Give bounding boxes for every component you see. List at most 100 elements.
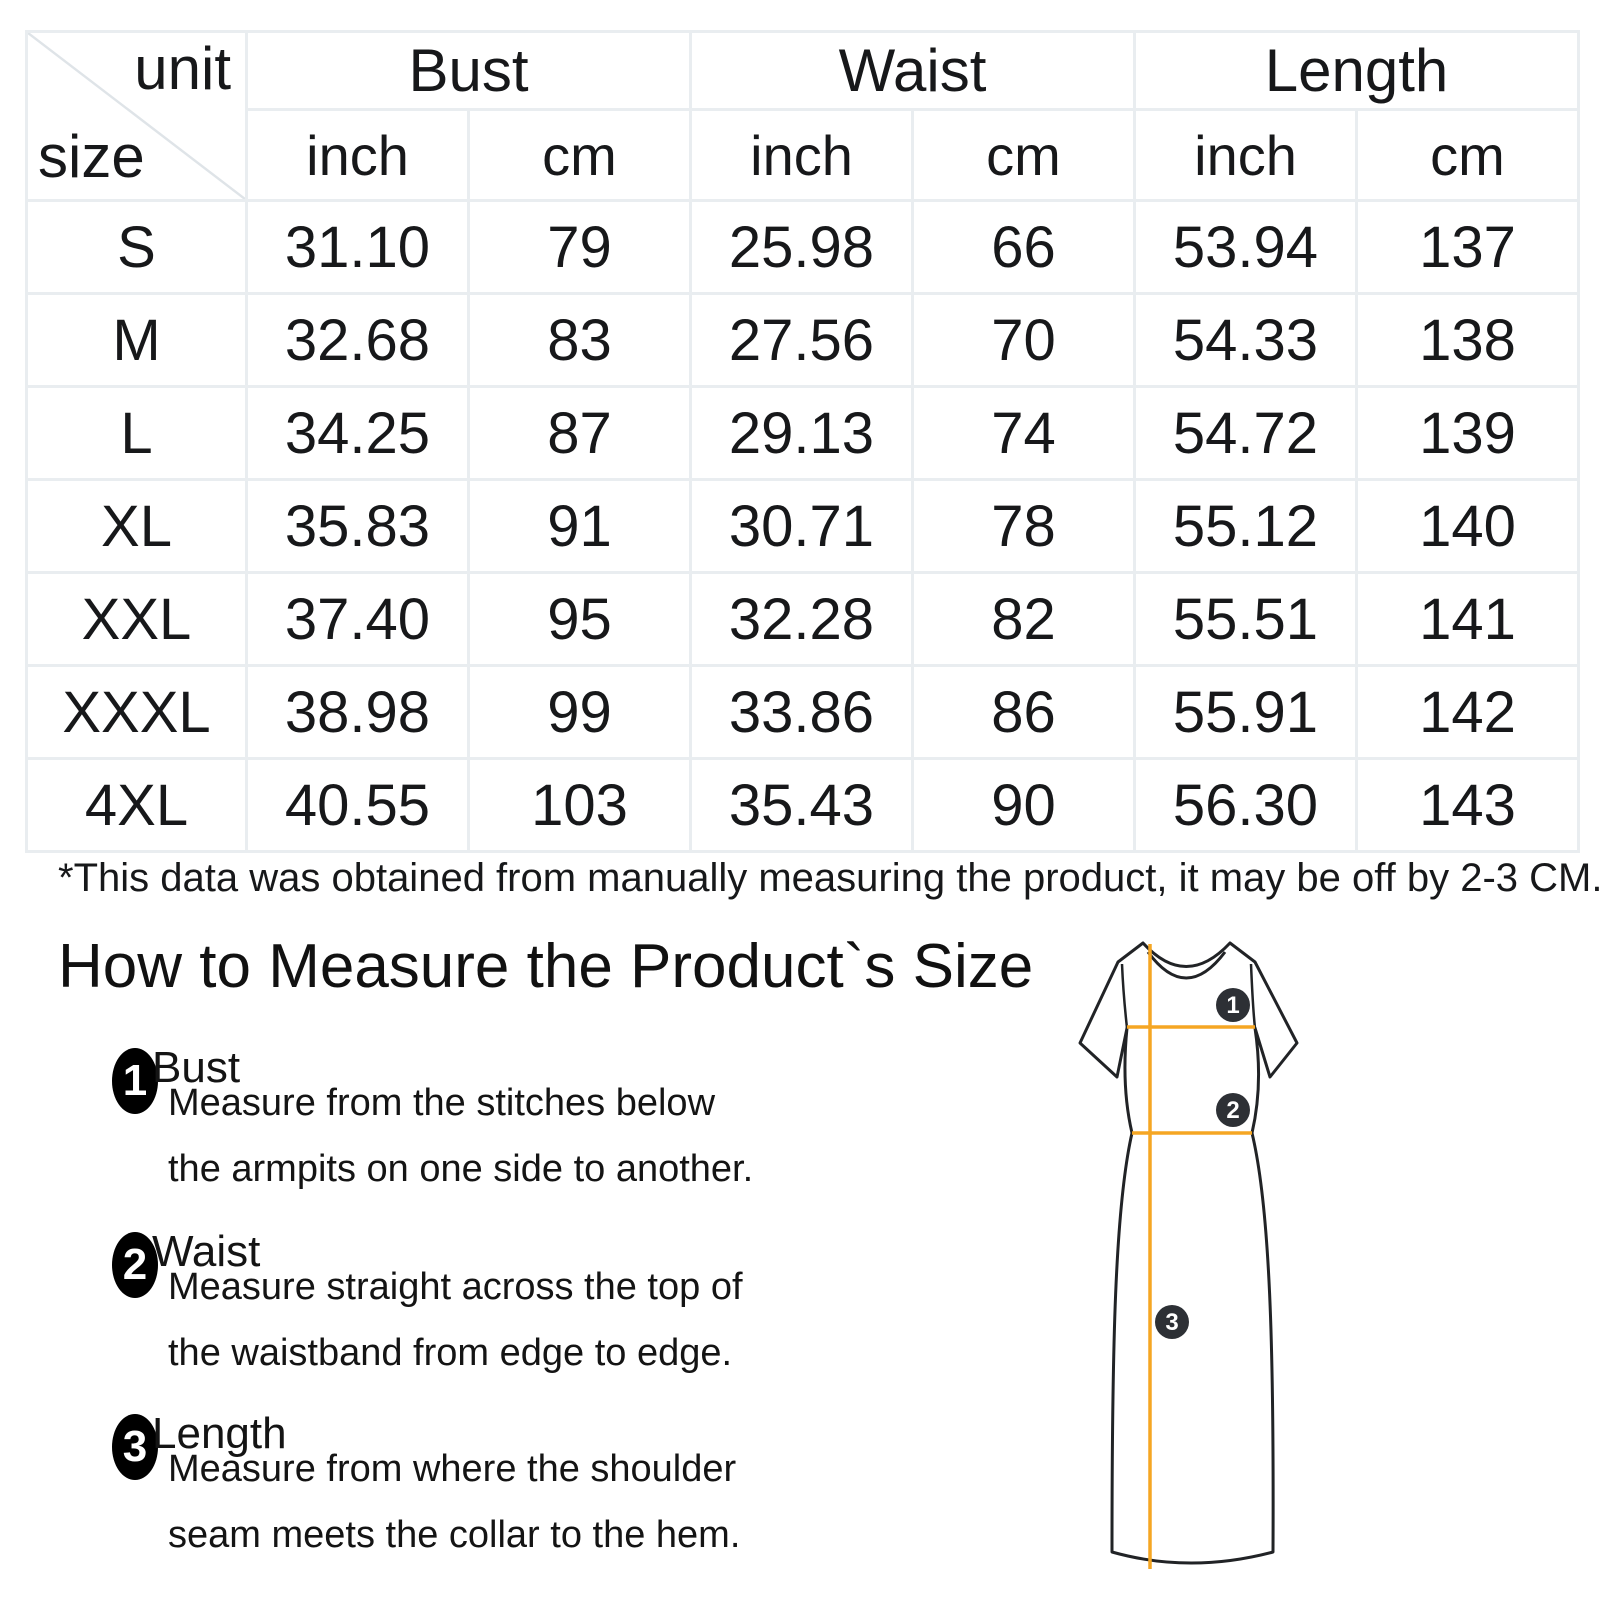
value-cell: 66 <box>911 199 1136 295</box>
value-cell: 31.10 <box>245 199 470 295</box>
value-cell: 79 <box>467 199 692 295</box>
measure-step-length: 3 Length Measure from where the shoulder… <box>112 1400 932 1570</box>
unit-header-length-inch: inch <box>1133 108 1358 202</box>
step-number-badge: 2 <box>112 1232 158 1298</box>
unit-header-waist-cm: cm <box>911 108 1136 202</box>
value-cell: 38.98 <box>245 664 470 760</box>
value-cell: 90 <box>911 757 1136 853</box>
value-cell: 54.72 <box>1133 385 1358 481</box>
size-cell: M <box>25 292 248 388</box>
step-number-badge: 1 <box>112 1048 158 1114</box>
table-row: S 31.10 79 25.98 66 53.94 137 <box>25 199 1581 295</box>
value-cell: 99 <box>467 664 692 760</box>
value-cell: 83 <box>467 292 692 388</box>
value-cell: 53.94 <box>1133 199 1358 295</box>
right-seam-line <box>1249 963 1257 1029</box>
step-label: Waist <box>152 1227 261 1276</box>
value-cell: 27.56 <box>689 292 914 388</box>
unit-header-waist-inch: inch <box>689 108 914 202</box>
value-cell: 54.33 <box>1133 292 1358 388</box>
unit-header-length-cm: cm <box>1354 108 1581 202</box>
value-cell: 78 <box>911 478 1136 574</box>
collar-line <box>1146 951 1227 980</box>
table-row: XL 35.83 91 30.71 78 55.12 140 <box>25 478 1581 574</box>
corner-unit-label: unit <box>134 35 231 102</box>
group-header-length: Length <box>1132 30 1581 111</box>
dress-illustration: 1 2 3 <box>1078 941 1299 1569</box>
value-cell: 91 <box>467 478 692 574</box>
how-to-title: How to Measure the Product`s Size <box>58 932 1034 1001</box>
step-description-line: the waistband from edge to edge. <box>168 1332 733 1374</box>
value-cell: 55.12 <box>1133 478 1358 574</box>
corner-cell: unit size <box>25 30 248 202</box>
value-cell: 32.68 <box>245 292 470 388</box>
table-row: L 34.25 87 29.13 74 54.72 139 <box>25 385 1581 481</box>
value-cell: 143 <box>1354 757 1581 853</box>
table-row: M 32.68 83 27.56 70 54.33 138 <box>25 292 1581 388</box>
size-cell: XXXL <box>25 664 248 760</box>
value-cell: 82 <box>911 571 1136 667</box>
value-cell: 87 <box>467 385 692 481</box>
value-cell: 74 <box>911 385 1136 481</box>
marker-number: 2 <box>1226 1097 1239 1124</box>
step-number: 1 <box>122 1056 148 1105</box>
size-cell: L <box>25 385 248 481</box>
size-cell: XXL <box>25 571 248 667</box>
diagram-marker-2: 2 <box>1216 1093 1250 1127</box>
value-cell: 35.83 <box>245 478 470 574</box>
value-cell: 29.13 <box>689 385 914 481</box>
size-cell: XL <box>25 478 248 574</box>
diagram-marker-1: 1 <box>1216 988 1250 1022</box>
group-header-waist: Waist <box>689 30 1136 111</box>
value-cell: 56.30 <box>1133 757 1358 853</box>
value-cell: 55.91 <box>1133 664 1358 760</box>
value-cell: 142 <box>1354 664 1581 760</box>
dress-outline <box>1078 941 1299 1565</box>
value-cell: 34.25 <box>245 385 470 481</box>
value-cell: 138 <box>1354 292 1581 388</box>
value-cell: 139 <box>1354 385 1581 481</box>
value-cell: 137 <box>1354 199 1581 295</box>
value-cell: 32.28 <box>689 571 914 667</box>
step-number: 3 <box>122 1422 148 1471</box>
measurement-disclaimer: *This data was obtained from manually me… <box>58 856 1600 900</box>
step-description-line: Measure from the stitches below <box>168 1082 716 1124</box>
value-cell: 33.86 <box>689 664 914 760</box>
value-cell: 103 <box>467 757 692 853</box>
value-cell: 141 <box>1354 571 1581 667</box>
value-cell: 86 <box>911 664 1136 760</box>
value-cell: 140 <box>1354 478 1581 574</box>
value-cell: 30.71 <box>689 478 914 574</box>
table-row: XXL 37.40 95 32.28 82 55.51 141 <box>25 571 1581 667</box>
step-number-badge: 3 <box>112 1414 158 1480</box>
value-cell: 25.98 <box>689 199 914 295</box>
size-cell: S <box>25 199 248 295</box>
size-chart-table: unit size Bust Waist Length inch cm inch… <box>25 30 1581 853</box>
value-cell: 70 <box>911 292 1136 388</box>
value-cell: 55.51 <box>1133 571 1358 667</box>
step-description-line: the armpits on one side to another. <box>168 1148 754 1190</box>
measure-step-bust: 1 Bust Measure from the stitches below t… <box>112 1034 932 1204</box>
step-description-line: Measure from where the shoulder <box>168 1448 737 1490</box>
diagram-marker-3: 3 <box>1155 1305 1189 1339</box>
unit-header-row: inch cm inch cm inch cm <box>27 108 1581 202</box>
size-cell: 4XL <box>25 757 248 853</box>
value-cell: 35.43 <box>689 757 914 853</box>
corner-size-label: size <box>38 123 145 190</box>
value-cell: 40.55 <box>245 757 470 853</box>
table-row: XXXL 38.98 99 33.86 86 55.91 142 <box>25 664 1581 760</box>
marker-number: 3 <box>1165 1309 1178 1336</box>
table-row: 4XL 40.55 103 35.43 90 56.30 143 <box>25 757 1581 853</box>
value-cell: 95 <box>467 571 692 667</box>
step-number: 2 <box>122 1240 148 1289</box>
group-header-bust: Bust <box>245 30 692 111</box>
step-label: Length <box>152 1409 287 1458</box>
diagonal-divider <box>28 33 245 199</box>
step-description-line: seam meets the collar to the hem. <box>168 1514 741 1556</box>
step-label: Bust <box>152 1043 241 1092</box>
unit-header-bust-cm: cm <box>467 108 692 202</box>
unit-header-bust-inch: inch <box>245 108 470 202</box>
step-description-line: Measure straight across the top of <box>168 1266 743 1308</box>
measure-step-waist: 2 Waist Measure straight across the top … <box>112 1218 932 1388</box>
